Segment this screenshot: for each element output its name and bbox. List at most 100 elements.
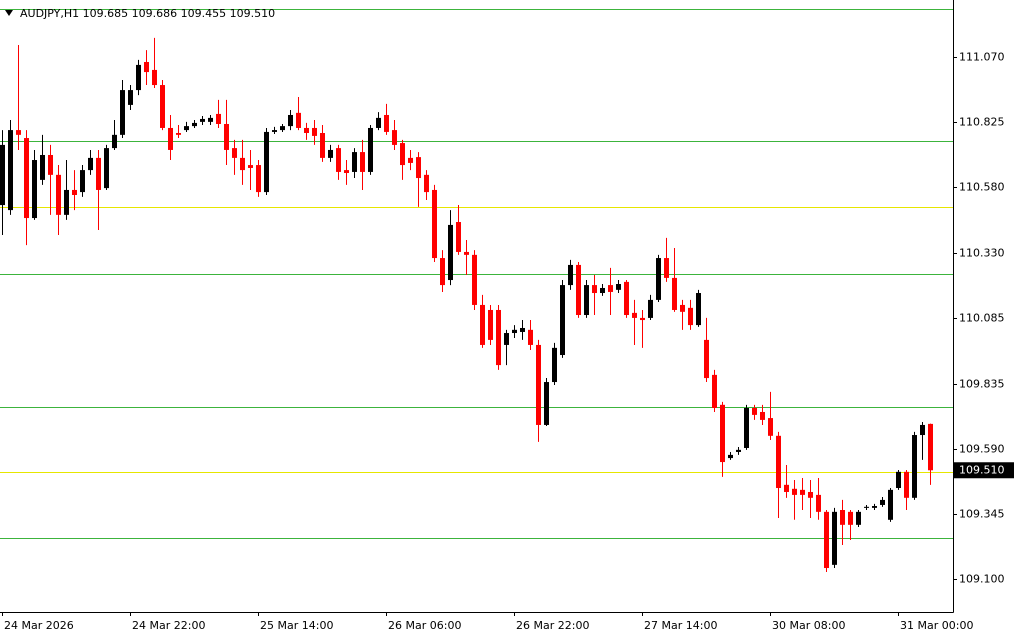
y-tick-label: 110.580: [959, 181, 1005, 194]
candle-body: [488, 309, 493, 340]
candle-body: [536, 344, 541, 425]
levels: [0, 9, 953, 539]
candle-body: [448, 224, 453, 281]
candle-body: [120, 90, 125, 135]
y-tick-label: 111.070: [959, 51, 1005, 64]
candle-body: [24, 138, 29, 219]
candle-body: [200, 118, 205, 122]
candle-body: [640, 317, 645, 321]
candle-body: [512, 329, 517, 334]
candle-body: [480, 304, 485, 345]
candle-body: [712, 374, 717, 408]
x-tick-label: 24 Mar 22:00: [132, 619, 205, 632]
candle-body: [832, 511, 837, 565]
candle-body: [272, 130, 277, 132]
candle-body: [240, 157, 245, 171]
candle-body: [576, 264, 581, 316]
candle-body: [888, 489, 893, 520]
candle-body: [40, 154, 45, 180]
candle-body: [168, 127, 173, 150]
header-low: 109.455: [181, 7, 227, 20]
candle-body: [376, 117, 381, 128]
candle-body: [544, 382, 549, 425]
candle-body: [416, 157, 421, 179]
candle-body: [72, 189, 77, 195]
candle-body: [616, 284, 621, 290]
menu-triangle[interactable]: [5, 10, 13, 16]
candle-body: [904, 471, 909, 498]
x-tick-label: 25 Mar 14:00: [260, 619, 333, 632]
candle-body: [472, 254, 477, 305]
x-tick-label: 27 Mar 14:00: [644, 619, 717, 632]
candle-body: [184, 126, 189, 131]
candle-body: [408, 157, 413, 163]
candle-body: [784, 484, 789, 492]
candle-body: [232, 148, 237, 158]
y-tick-label: 110.825: [959, 116, 1005, 129]
candle-body: [592, 285, 597, 294]
candle-body: [880, 499, 885, 505]
candle-body: [920, 424, 925, 436]
candle-body: [392, 130, 397, 145]
candle-body: [752, 408, 757, 415]
candle-body: [776, 435, 781, 489]
candles: [0, 37, 933, 572]
candle-body: [88, 157, 93, 171]
candle-body: [192, 122, 197, 127]
candle-body: [336, 148, 341, 172]
candle-body: [856, 511, 861, 525]
candle-body: [568, 264, 573, 286]
candle-body: [208, 117, 213, 122]
candle-body: [560, 285, 565, 356]
candle-body: [344, 170, 349, 174]
candle-body: [64, 189, 69, 215]
header-close: 109.510: [230, 7, 276, 20]
candle-body: [912, 435, 917, 498]
candle-body: [352, 152, 357, 172]
candle-body: [672, 277, 677, 310]
candle-body: [400, 143, 405, 166]
y-tick-label: 110.330: [959, 247, 1005, 260]
candle-body: [552, 347, 557, 383]
y-tick-label: 109.100: [959, 573, 1005, 586]
candle-body: [48, 154, 53, 175]
candle-body: [136, 64, 141, 91]
candle-body: [128, 90, 133, 105]
candle-body: [600, 287, 605, 294]
candle-body: [792, 488, 797, 495]
candle-body: [872, 506, 877, 508]
candle-body: [744, 408, 749, 449]
candle-body: [312, 127, 317, 136]
candle-body: [432, 189, 437, 259]
y-tick-label: 110.085: [959, 312, 1005, 325]
candle-body: [384, 114, 389, 132]
candle-body: [928, 423, 933, 471]
candle-body: [648, 299, 653, 318]
header-open: 109.685: [83, 7, 129, 20]
candle-body: [104, 148, 109, 189]
candle-body: [696, 293, 701, 326]
candle-body: [800, 489, 805, 495]
candle-body: [808, 491, 813, 498]
candle-body: [440, 258, 445, 286]
y-tick-label: 109.835: [959, 378, 1005, 391]
candle-body: [816, 494, 821, 512]
candle-body: [0, 144, 5, 206]
candle-body: [864, 506, 869, 508]
candle-body: [8, 130, 13, 211]
candle-body: [768, 418, 773, 436]
candle-body: [824, 511, 829, 569]
x-tick-label: 26 Mar 22:00: [516, 619, 589, 632]
candle-body: [328, 149, 333, 158]
axes: 111.070 110.825 110.580 110.330 110.085 109.8…: [2, 51, 1014, 632]
header-high: 109.686: [132, 7, 178, 20]
candle-body: [224, 123, 229, 150]
y-tick-label: 109.345: [959, 508, 1005, 521]
x-tick-label: 24 Mar 2026: [4, 619, 74, 632]
candle-body: [528, 329, 533, 345]
candle-body: [264, 131, 269, 193]
candle-body: [608, 285, 613, 292]
candle-body: [704, 339, 709, 379]
